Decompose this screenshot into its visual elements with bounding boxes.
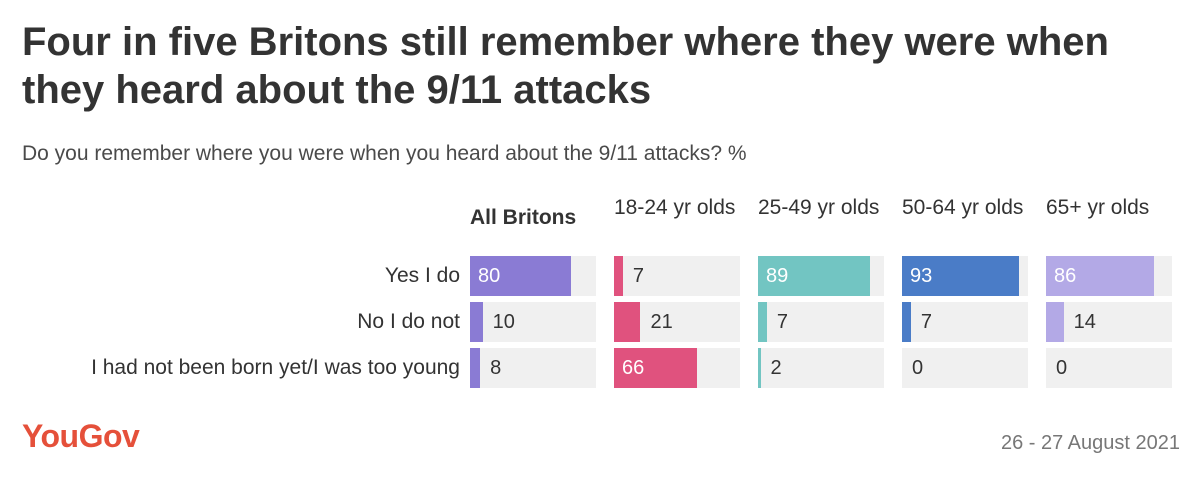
data-label: 80 <box>478 265 501 287</box>
yougov-logo: YouGov <box>22 418 140 454</box>
bar-50-64-yr-olds-no-i-do-not <box>902 302 911 342</box>
data-label: 0 <box>912 357 924 379</box>
bar-track: 10 <box>470 302 596 342</box>
fieldwork-date: 26 - 27 August 2021 <box>1000 432 1180 454</box>
bar-track: 7 <box>758 302 884 342</box>
bar-track: 0 <box>1046 348 1172 388</box>
column-header-25-49-yr-olds: 25-49 yr olds <box>758 196 880 219</box>
bar-track: 7 <box>902 302 1028 342</box>
bar-track: 0 <box>902 348 1028 388</box>
data-label: 0 <box>1056 357 1068 379</box>
data-label: 93 <box>910 265 933 287</box>
chart-subtitle: Do you remember where you were when you … <box>22 142 747 165</box>
bar-all-britons-i-had-not-been-born-yet-i-was-too-young <box>470 348 481 388</box>
bar-track: 7 <box>614 256 740 296</box>
bar-track: 66 <box>614 348 740 388</box>
data-label: 7 <box>776 311 788 333</box>
bar-50-64-yr-olds-yes-i-do <box>902 256 1020 296</box>
bar-track: 2 <box>758 348 884 388</box>
column-header-18-24-yr-olds: 18-24 yr olds <box>614 196 736 219</box>
bar-track: 14 <box>1046 302 1172 342</box>
data-label: 89 <box>766 265 789 287</box>
row-label-no-i-do-not: No I do not <box>357 310 460 333</box>
bar-65-yr-olds-yes-i-do <box>1046 256 1155 296</box>
bar-track: 93 <box>902 256 1028 296</box>
bar-track: 86 <box>1046 256 1172 296</box>
bar-all-britons-no-i-do-not <box>470 302 483 342</box>
bar-65-yr-olds-no-i-do-not <box>1046 302 1064 342</box>
bar-25-49-yr-olds-i-had-not-been-born-yet-i-was-too-young <box>758 348 761 388</box>
bar-track: 21 <box>614 302 740 342</box>
bar-track: 80 <box>470 256 596 296</box>
row-label-i-had-not-been-born-yet-i-was-too-young: I had not been born yet/I was too young <box>91 356 460 379</box>
bar-25-49-yr-olds-no-i-do-not <box>758 302 767 342</box>
column-header-50-64-yr-olds: 50-64 yr olds <box>902 196 1024 219</box>
data-label: 14 <box>1073 311 1096 333</box>
chart-title: Four in five Britons still remember wher… <box>22 20 1109 112</box>
data-label: 21 <box>650 311 673 333</box>
bar-18-24-yr-olds-no-i-do-not <box>614 302 641 342</box>
column-header-65-yr-olds: 65+ yr olds <box>1046 196 1150 219</box>
data-label: 86 <box>1054 265 1077 287</box>
row-label-yes-i-do: Yes I do <box>384 264 460 287</box>
data-label: 7 <box>920 311 932 333</box>
data-label: 10 <box>492 311 515 333</box>
column-header-all-britons: All Britons <box>470 206 577 229</box>
bar-18-24-yr-olds-yes-i-do <box>614 256 623 296</box>
data-label: 2 <box>770 357 782 379</box>
bar-all-britons-yes-i-do <box>470 256 571 296</box>
bar-track: 8 <box>470 348 596 388</box>
data-label: 7 <box>632 265 644 287</box>
bar-18-24-yr-olds-i-had-not-been-born-yet-i-was-too-young <box>614 348 698 388</box>
data-label: 8 <box>490 357 502 379</box>
bar-track: 89 <box>758 256 884 296</box>
bar-25-49-yr-olds-yes-i-do <box>758 256 871 296</box>
data-label: 66 <box>622 357 645 379</box>
